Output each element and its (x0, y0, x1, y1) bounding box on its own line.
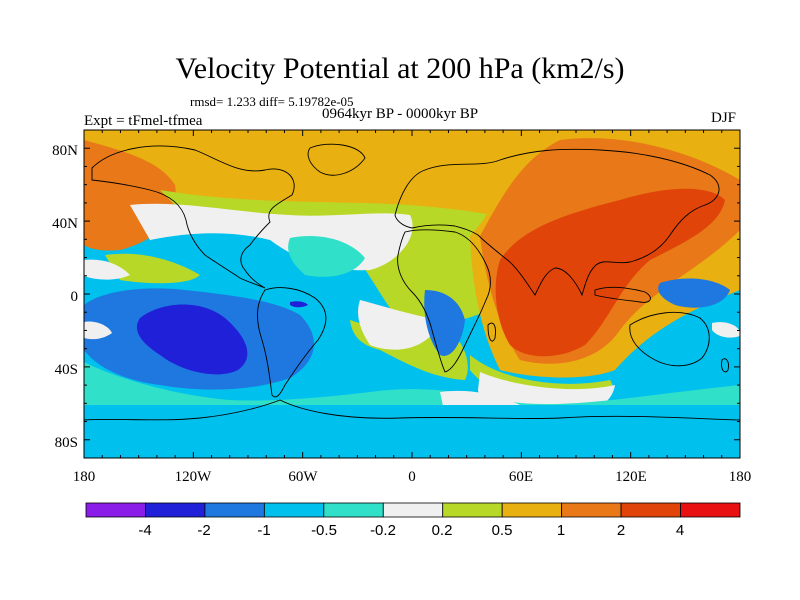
field-pacific-white (84, 259, 130, 280)
colorbar-swatch (263, 502, 325, 518)
colorbar-swatch (561, 502, 622, 518)
coast-new-zealand (721, 358, 729, 373)
coast-greenland (307, 143, 366, 176)
colorbar-swatch (501, 502, 563, 518)
field-layer (84, 130, 740, 458)
lat-label-40n: 40N (52, 216, 78, 232)
colorbar-label: -4 (138, 522, 151, 539)
lon-label-120w: 120W (175, 469, 213, 485)
lat-label-80n: 80N (52, 143, 78, 159)
experiment-label: Expt = tFmel-tfmea (84, 113, 203, 129)
colorbar-swatch (85, 502, 146, 518)
field-pacific-lime (105, 253, 200, 284)
lon-label-60w: 60W (288, 469, 318, 485)
colorbar-label: 0.2 (432, 522, 453, 539)
colorbar-swatch (680, 502, 741, 518)
field-pacific-blue (658, 278, 730, 308)
field-west-deep-blue (136, 304, 248, 375)
coast-antarctica (84, 399, 740, 421)
lat-label-80s: 80S (55, 435, 78, 451)
colorbar-label: 1 (557, 522, 565, 539)
coast-south-america (257, 287, 327, 398)
season-label: DJF (711, 110, 737, 126)
colorbar-swatch (323, 502, 384, 518)
colorbar-label: 2 (617, 522, 625, 539)
colorbar-label: 4 (676, 522, 684, 539)
field-atlantic-teal (288, 236, 365, 277)
colorbar-swatch (382, 502, 444, 518)
colorbar-swatch (442, 502, 503, 518)
colorbar: -4 -2 -1 -0.5 -0.2 0.2 0.5 1 2 4 (85, 502, 741, 539)
field-east-pacific-white (84, 321, 112, 340)
lon-label-120e: 120E (615, 469, 647, 485)
coast-australia (629, 312, 710, 367)
colorbar-label: -2 (197, 522, 210, 539)
coast-eurasia (394, 148, 720, 297)
colorbar-swatch (204, 502, 265, 518)
colorbar-swatch (145, 502, 206, 518)
colorbar-label: -1 (257, 522, 270, 539)
field-amazon-deep-blue (290, 301, 308, 308)
coastlines (84, 143, 740, 421)
colorbar-label: -0.2 (370, 522, 396, 539)
stats-label: rmsd= 1.233 diff= 5.19782e-05 (190, 94, 354, 109)
colorbar-swatch (620, 502, 681, 518)
lon-label-180w: 180 (73, 469, 96, 485)
lon-label-0: 0 (408, 469, 416, 485)
lat-label-eq: 0 (71, 289, 79, 305)
lat-label-40s: 40S (55, 362, 78, 378)
coast-madagascar (487, 322, 496, 342)
period-label: 0964kyr BP - 0000kyr BP (322, 106, 479, 122)
coast-north-america (91, 145, 295, 289)
colorbar-label: -0.5 (311, 522, 337, 539)
lat-axis: 80N 40N 0 40S 80S (52, 143, 78, 451)
field-dateline-white (712, 322, 740, 338)
lon-axis: 180 120W 60W 0 60E 120E 180 (73, 469, 752, 485)
field-west-africa-white (358, 300, 440, 350)
field-east-red (495, 188, 725, 357)
plot-title: Velocity Potential at 200 hPa (km2/s) (175, 52, 625, 85)
field-southern-cyan (84, 405, 740, 458)
lon-label-60e: 60E (509, 469, 533, 485)
colorbar-label: 0.5 (492, 522, 513, 539)
colorbar-swatches (85, 502, 741, 518)
coast-africa (397, 229, 491, 373)
axis-ticks (83, 129, 741, 459)
coast-indonesia (594, 286, 651, 303)
lon-label-180e: 180 (729, 469, 752, 485)
